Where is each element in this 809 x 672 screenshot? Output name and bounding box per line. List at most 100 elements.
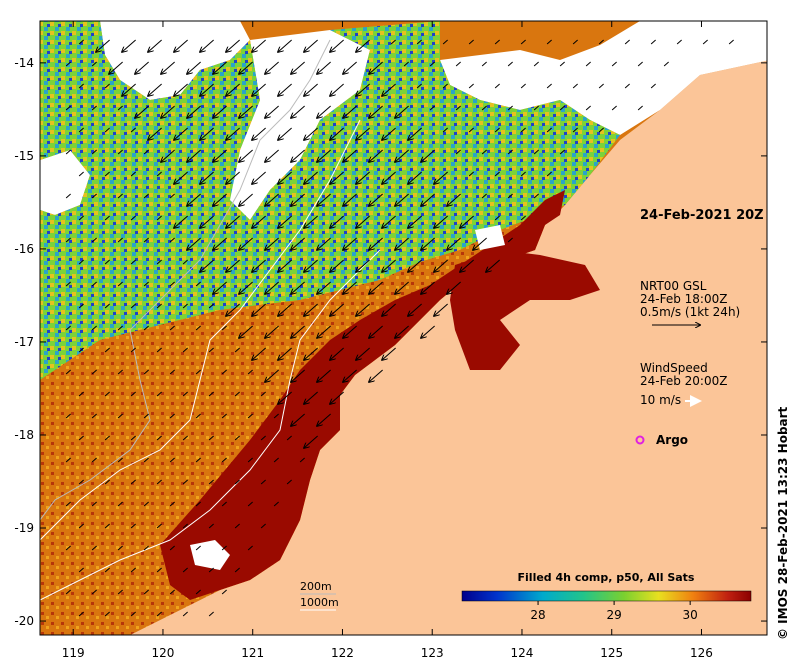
current-vector-icon <box>291 413 305 426</box>
current-vector-icon <box>234 479 240 485</box>
current-vector-icon <box>286 435 292 441</box>
current-legend-scale: 0.5m/s (1kt 24h) <box>640 305 740 319</box>
argo-legend: Argo <box>635 433 688 447</box>
current-vector-icon <box>533 61 539 67</box>
current-vector-icon <box>421 325 435 338</box>
current-vector-icon <box>637 61 643 67</box>
current-vector-icon <box>78 611 84 617</box>
current-vector-icon <box>200 215 214 228</box>
current-vector-icon <box>226 303 240 316</box>
sst-hot-zone <box>450 250 600 370</box>
current-vector-icon <box>169 457 175 463</box>
current-vector-icon <box>304 435 318 448</box>
argo-marker-icon <box>635 435 645 445</box>
current-vector-icon <box>221 325 227 331</box>
sst-cool-zone <box>40 21 620 380</box>
current-vector-icon <box>195 413 201 419</box>
current-vector-icon <box>252 39 266 52</box>
current-vector-icon <box>226 127 240 140</box>
current-vector-icon <box>265 149 279 162</box>
current-vector-icon <box>65 61 71 67</box>
current-vector-icon <box>598 83 604 89</box>
current-vector-icon <box>291 149 305 162</box>
current-vector-icon <box>104 567 110 573</box>
current-vector-icon <box>252 83 266 96</box>
current-vector-icon <box>156 171 162 177</box>
current-vector-icon <box>330 391 344 404</box>
current-vector-icon <box>520 83 526 89</box>
current-vector-icon <box>442 39 448 45</box>
current-vector-icon <box>455 149 461 155</box>
current-vector-icon <box>78 303 84 309</box>
current-vector-icon <box>278 391 292 404</box>
current-vector-icon <box>304 83 318 96</box>
current-vector-icon <box>78 479 84 485</box>
current-vector-icon <box>369 281 383 294</box>
current-vector-icon <box>434 259 448 272</box>
current-vector-icon <box>408 303 422 316</box>
current-vector-icon <box>260 523 266 529</box>
current-vector-icon <box>343 193 357 206</box>
current-vector-icon <box>330 303 344 316</box>
current-vector-icon <box>130 347 136 353</box>
current-vector-icon <box>291 281 305 294</box>
current-vector-icon <box>169 325 175 331</box>
current-vector-icon <box>265 193 279 206</box>
current-vector-icon <box>208 479 214 485</box>
current-vector-icon <box>234 391 240 397</box>
current-vector-icon <box>598 39 604 45</box>
current-vector-icon <box>650 39 656 45</box>
current-vector-icon <box>252 259 266 272</box>
lon-tick-label: 119 <box>62 646 85 660</box>
current-vector-icon <box>291 193 305 206</box>
current-vector-icon <box>143 193 149 199</box>
current-vector-icon <box>148 39 162 52</box>
current-vector-icon <box>330 215 344 228</box>
current-vector-icon <box>195 589 201 595</box>
isobath-1000m <box>40 119 361 541</box>
current-vector-icon <box>247 501 253 507</box>
current-vector-icon <box>117 325 123 331</box>
current-vector-icon <box>460 259 474 272</box>
current-vector-icon <box>252 215 266 228</box>
current-vector-icon <box>91 545 97 551</box>
current-vector-icon <box>195 369 201 375</box>
current-vector-icon <box>130 215 136 221</box>
isobaths <box>40 39 381 601</box>
current-vector-icon <box>208 523 214 529</box>
current-vector-icon <box>104 523 110 529</box>
current-vector-icon <box>174 171 188 184</box>
current-vector-icon <box>369 325 383 338</box>
current-vector-icon <box>104 435 110 441</box>
current-vector-icon <box>317 369 331 382</box>
current-vector-icon <box>533 105 539 111</box>
current-vector-icon <box>637 105 643 111</box>
current-vector-icon <box>213 193 227 206</box>
current-vector-icon <box>169 193 175 199</box>
current-vector-icon <box>221 369 227 375</box>
current-vector-icon <box>356 215 370 228</box>
current-vector-icon <box>161 61 175 74</box>
current-vector-icon <box>247 457 253 463</box>
current-vector-icon <box>169 369 175 375</box>
current-vector-icon <box>91 149 97 155</box>
current-vector-icon <box>161 149 175 162</box>
current-vector-icon <box>65 193 71 199</box>
current-vector-icon <box>369 149 383 162</box>
current-vector-icon <box>252 171 266 184</box>
current-vector-icon <box>291 325 305 338</box>
current-vector-icon <box>239 237 253 250</box>
current-vector-icon <box>304 347 318 360</box>
current-vector-icon <box>520 39 526 45</box>
current-vector-icon <box>330 83 344 96</box>
current-legend-title: NRT00 GSL <box>640 279 707 293</box>
current-vector-icon <box>169 281 175 287</box>
current-vector-icon <box>369 105 383 118</box>
current-vector-icon <box>533 149 539 155</box>
sst-hot-zone <box>160 190 565 600</box>
current-vector-icon <box>239 61 253 74</box>
current-vector-icon <box>78 567 84 573</box>
credit-line: © IMOS 28-Feb-2021 13:23 Hobart <box>776 407 790 640</box>
current-vector-icon <box>520 127 526 133</box>
current-vector-icon <box>78 39 84 45</box>
